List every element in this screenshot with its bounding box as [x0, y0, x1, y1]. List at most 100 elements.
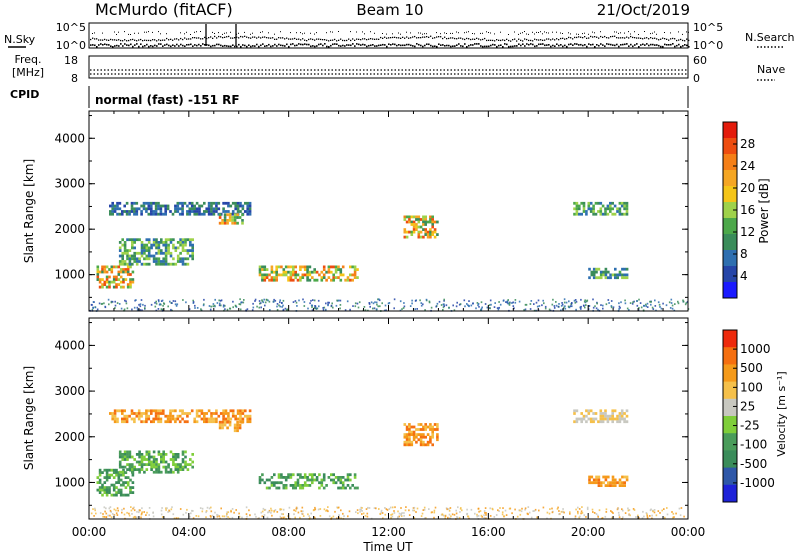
power-echo-cell — [280, 265, 283, 269]
power-ground-cell — [636, 300, 638, 302]
power-echo-cell — [611, 207, 614, 211]
power-echo-cell — [224, 210, 228, 213]
velocity-ground-cell — [557, 506, 559, 509]
nsky-point — [244, 35, 246, 37]
velocity-echo-cell — [590, 475, 594, 479]
power-echo-cell — [96, 265, 100, 269]
velocity-ground-cell — [140, 513, 143, 516]
power-ground-cell — [476, 302, 479, 304]
nsky-point — [158, 43, 160, 45]
power-echo-cell — [327, 276, 331, 279]
velocity-ground-cell — [382, 517, 384, 520]
velocity-echo-cell — [128, 465, 132, 469]
nsky-point — [396, 44, 398, 47]
power-echo-cell — [403, 228, 407, 231]
power-echo-cell — [327, 270, 331, 274]
power-echo-cell — [150, 243, 153, 247]
nsearch-point — [466, 31, 467, 33]
power-echo-cell — [410, 233, 414, 236]
power-ground-cell — [216, 302, 219, 304]
power-echo-cell — [172, 238, 175, 242]
nsearch-point — [614, 31, 615, 33]
power-ground-cell — [669, 307, 672, 309]
velocity-ground-cell — [628, 514, 630, 516]
nsky-point — [154, 39, 156, 41]
power-ground-cell — [210, 305, 212, 308]
velocity-ground-cell — [663, 508, 665, 510]
velocity-echo-cell — [193, 417, 196, 421]
velocity-echo-cell — [308, 484, 312, 487]
velocity-echo-cell — [191, 460, 194, 464]
nsky-point — [614, 35, 616, 37]
power-colorbar-tick-label: 8 — [740, 247, 748, 261]
velocity-echo-cell — [150, 465, 153, 469]
power-echo-cell — [152, 238, 156, 242]
power-ground-cell — [665, 304, 668, 307]
power-echo-cell — [205, 210, 208, 213]
velocity-echo-cell — [178, 409, 182, 413]
velocity-echo-cell — [597, 478, 601, 482]
power-echo-cell — [162, 212, 165, 216]
power-echo-cell — [246, 207, 249, 211]
nsky-point — [238, 43, 240, 46]
velocity-echo-cell — [248, 417, 252, 421]
power-ground-cell — [424, 309, 426, 311]
power-echo-cell — [403, 218, 407, 221]
nsearch-point — [458, 32, 459, 34]
power-echo-cell — [236, 213, 239, 217]
nsky-point — [326, 45, 328, 48]
velocity-echo-cell — [594, 412, 598, 415]
velocity-echo-cell — [105, 493, 109, 497]
velocity-echo-cell — [597, 420, 600, 424]
power-echo-cell — [164, 207, 167, 211]
power-echo-cell — [273, 278, 276, 282]
velocity-echo-cell — [128, 468, 132, 471]
nsearch-point — [148, 31, 149, 33]
power-ground-cell — [585, 304, 587, 306]
power-ground-cell — [618, 302, 620, 305]
nsearch-point — [664, 32, 665, 33]
velocity-ground-cell — [450, 515, 452, 518]
nsky-point — [466, 46, 468, 48]
velocity-ground-cell — [412, 507, 415, 509]
power-echo-cell — [217, 201, 221, 205]
velocity-echo-cell — [166, 414, 170, 418]
power-echo-cell — [157, 260, 161, 263]
velocity-ground-cell — [569, 511, 571, 514]
velocity-ground-cell — [201, 510, 204, 513]
velocity-echo-cell — [431, 430, 434, 434]
velocity-echo-cell — [101, 488, 104, 492]
velocity-echo-cell — [121, 465, 124, 469]
power-ground-cell — [325, 302, 327, 305]
velocity-ground-cell — [655, 514, 658, 517]
velocity-echo-cell — [171, 417, 175, 421]
nsky-point — [160, 39, 162, 42]
velocity-echo-cell — [337, 486, 340, 490]
nsky-point — [558, 44, 560, 47]
power-ground-cell — [185, 301, 187, 304]
power-echo-cell — [162, 257, 165, 261]
power-ground-cell — [658, 303, 661, 306]
power-echo-cell — [154, 210, 158, 213]
velocity-ground-cell — [141, 511, 143, 514]
nsky-point — [548, 44, 550, 46]
nsky-point — [374, 45, 376, 47]
power-ground-cell — [409, 305, 412, 307]
power-echo-cell — [616, 210, 619, 213]
power-ground-cell — [484, 303, 487, 305]
velocity-echo-cell — [618, 414, 622, 418]
velocity-echo-cell — [155, 458, 158, 461]
power-ground-cell — [478, 305, 480, 308]
power-echo-cell — [167, 238, 170, 242]
velocity-ground-cell — [388, 508, 391, 510]
velocity-ground-cell — [109, 509, 112, 512]
velocity-echo-cell — [167, 470, 170, 474]
velocity-echo-cell — [118, 455, 122, 459]
power-ground-cell — [584, 306, 586, 309]
velocity-echo-cell — [294, 481, 297, 485]
power-echo-cell — [126, 283, 130, 286]
power-echo-cell — [159, 212, 163, 216]
nsky-point — [262, 43, 264, 45]
power-ground-cell — [553, 307, 556, 309]
velocity-ground-cell — [386, 509, 389, 511]
